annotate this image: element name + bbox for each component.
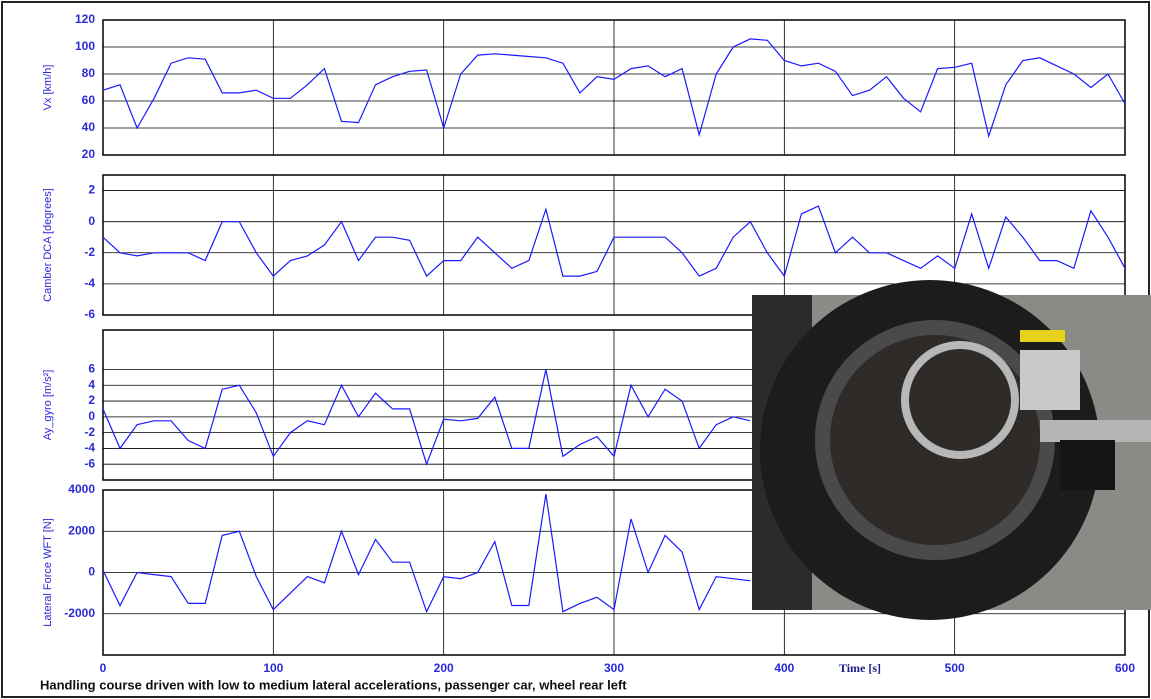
y-tick-label: -2000	[64, 606, 95, 620]
tape	[1020, 330, 1065, 342]
y-tick-label: 2	[88, 183, 95, 197]
hub-plate	[830, 335, 1040, 545]
bracket	[1040, 420, 1151, 442]
sensor-ring	[901, 341, 1019, 459]
y-tick-label: 2000	[68, 523, 95, 537]
y-tick-label: 0	[88, 214, 95, 228]
y-tick-label: -2	[84, 245, 95, 259]
x-axis-label: Time [s]	[839, 661, 881, 675]
x-tick-label: 400	[774, 661, 794, 675]
photo	[752, 280, 1151, 620]
data-line	[102, 494, 751, 614]
connector	[1060, 440, 1115, 490]
y-tick-label: 4	[88, 377, 95, 391]
y-tick-label: 6	[88, 362, 95, 376]
x-tick-label: 500	[945, 661, 965, 675]
y-tick-label: 40	[82, 120, 96, 134]
x-tick-label: 100	[263, 661, 283, 675]
y-axis-label: Lateral Force WFT [N]	[42, 518, 54, 627]
caption: Handling course driven with low to mediu…	[40, 677, 627, 692]
sensor-box	[1020, 350, 1080, 410]
y-tick-label: -6	[84, 456, 95, 470]
data-line	[102, 38, 1126, 139]
y-tick-label: 0	[88, 409, 95, 423]
y-tick-label: 80	[82, 66, 96, 80]
data-line	[102, 369, 751, 467]
data-line	[102, 205, 1126, 278]
x-tick-label: 0	[100, 661, 107, 675]
x-tick-label: 300	[604, 661, 624, 675]
y-tick-label: -2	[84, 425, 95, 439]
y-axis-label: Vx [km/h]	[42, 65, 54, 111]
y-tick-label: 0	[88, 565, 95, 579]
y-tick-label: 60	[82, 93, 96, 107]
y-tick-label: 4000	[68, 482, 95, 496]
y-tick-label: 20	[82, 147, 96, 161]
y-tick-label: 100	[75, 39, 95, 53]
x-tick-label: 200	[434, 661, 454, 675]
y-tick-label: -4	[84, 441, 95, 455]
x-tick-label: 600	[1115, 661, 1135, 675]
y-tick-label: -6	[84, 307, 95, 321]
y-tick-label: -4	[84, 276, 95, 290]
y-axis-label: Camber DCA [degrees]	[42, 188, 54, 302]
y-tick-label: 2	[88, 393, 95, 407]
y-axis-label: Ay_gyro [m/s²]	[42, 370, 54, 441]
y-tick-label: 120	[75, 12, 95, 26]
